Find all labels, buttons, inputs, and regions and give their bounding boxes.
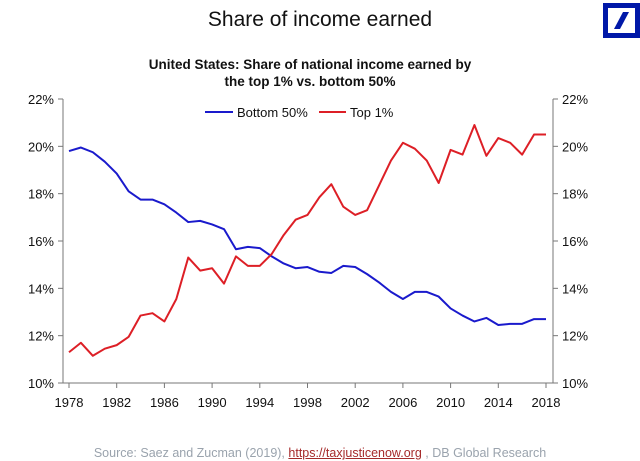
x-tick-label: 1990 (198, 395, 227, 410)
series-line-top-1- (68, 124, 546, 357)
y-tick-label-right: 16% (562, 234, 588, 249)
y-tick-label-right: 14% (562, 281, 588, 296)
y-tick-label-right: 12% (562, 329, 588, 344)
legend-label: Bottom 50% (237, 105, 308, 120)
source-note: Source: Saez and Zucman (2019), https://… (0, 446, 640, 460)
chart-title-line2: the top 1% vs. bottom 50% (224, 74, 396, 89)
source-link[interactable]: https://taxjusticenow.org (288, 446, 422, 460)
x-tick-label: 2010 (436, 395, 465, 410)
x-tick-label: 2018 (532, 395, 561, 410)
x-tick-label: 1986 (150, 395, 179, 410)
y-tick-label: 16% (28, 234, 54, 249)
series-line-bottom-50- (68, 146, 546, 327)
chart-title-line1: United States: Share of national income … (148, 57, 472, 72)
x-tick-label: 1978 (55, 395, 84, 410)
y-tick-label: 10% (28, 376, 54, 391)
page-title: Share of income earned (207, 8, 433, 31)
x-tick-label: 1982 (102, 395, 131, 410)
y-tick-label-right: 20% (562, 139, 588, 154)
y-tick-label-right: 22% (562, 92, 588, 107)
x-tick-label: 1994 (245, 395, 274, 410)
y-tick-label-right: 18% (562, 187, 588, 202)
line-chart: 10% 10% 12% 12% 14% 14% 16% 16% 18% 18% 20% 20% 22% 2… (28, 92, 588, 410)
chart-title: United States: Share of national income … (110, 56, 510, 90)
x-tick-label: 2006 (388, 395, 417, 410)
x-tick-label: 2002 (341, 395, 370, 410)
y-tick-label: 14% (28, 281, 54, 296)
deutsche-bank-logo (603, 3, 640, 38)
legend-label: Top 1% (350, 105, 394, 120)
x-tick-label: 2014 (484, 395, 513, 410)
y-tick-label: 18% (28, 187, 54, 202)
legend: Bottom 50% Top 1% (205, 105, 394, 120)
source-prefix: Source: Saez and Zucman (2019), (93, 446, 285, 460)
y-tick-label: 12% (28, 329, 54, 344)
x-tick-label: 1998 (293, 395, 322, 410)
source-suffix: , DB Global Research (425, 446, 547, 460)
y-tick-label-right: 10% (562, 376, 588, 391)
y-tick-label: 22% (28, 92, 54, 107)
y-tick-label: 20% (28, 139, 54, 154)
